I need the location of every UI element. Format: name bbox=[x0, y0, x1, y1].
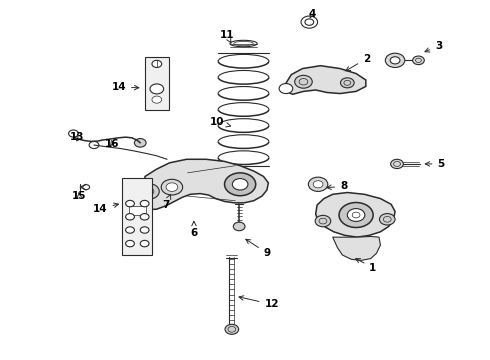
Text: 6: 6 bbox=[191, 221, 197, 238]
Circle shape bbox=[161, 179, 183, 195]
Ellipse shape bbox=[125, 201, 134, 207]
Text: 9: 9 bbox=[246, 239, 270, 258]
Circle shape bbox=[347, 208, 365, 221]
Text: 11: 11 bbox=[220, 30, 234, 43]
Text: 2: 2 bbox=[346, 54, 370, 71]
Text: 14: 14 bbox=[93, 203, 119, 213]
Ellipse shape bbox=[140, 227, 149, 233]
Circle shape bbox=[313, 181, 323, 188]
Polygon shape bbox=[138, 159, 269, 209]
Circle shape bbox=[391, 159, 403, 168]
Polygon shape bbox=[333, 237, 380, 260]
Text: 4: 4 bbox=[309, 9, 316, 19]
Polygon shape bbox=[316, 193, 395, 237]
Ellipse shape bbox=[125, 213, 134, 220]
Ellipse shape bbox=[140, 240, 149, 247]
Bar bbox=[129, 206, 146, 215]
Circle shape bbox=[339, 203, 373, 228]
Circle shape bbox=[152, 60, 162, 67]
Text: 12: 12 bbox=[239, 296, 279, 309]
Circle shape bbox=[233, 222, 245, 231]
Circle shape bbox=[413, 56, 424, 64]
Text: 3: 3 bbox=[425, 41, 442, 52]
Circle shape bbox=[225, 324, 239, 334]
Text: 14: 14 bbox=[112, 82, 139, 92]
Ellipse shape bbox=[125, 227, 134, 233]
Polygon shape bbox=[284, 66, 366, 94]
Bar bbox=[145, 58, 169, 111]
Circle shape bbox=[279, 84, 293, 94]
Circle shape bbox=[138, 184, 159, 199]
Ellipse shape bbox=[125, 240, 134, 247]
Bar bbox=[122, 178, 152, 255]
Text: 1: 1 bbox=[356, 258, 376, 273]
Circle shape bbox=[315, 215, 331, 227]
Circle shape bbox=[308, 177, 328, 192]
Circle shape bbox=[232, 179, 248, 190]
Circle shape bbox=[385, 53, 405, 67]
Ellipse shape bbox=[140, 201, 149, 207]
Circle shape bbox=[224, 173, 256, 196]
Text: 8: 8 bbox=[327, 181, 347, 192]
Circle shape bbox=[301, 16, 318, 28]
Circle shape bbox=[390, 57, 400, 64]
Ellipse shape bbox=[140, 213, 149, 220]
Circle shape bbox=[89, 141, 99, 149]
Text: 7: 7 bbox=[162, 194, 171, 210]
Circle shape bbox=[150, 84, 164, 94]
Circle shape bbox=[152, 96, 162, 103]
Circle shape bbox=[166, 183, 178, 192]
Text: 15: 15 bbox=[72, 191, 87, 201]
Text: 13: 13 bbox=[70, 132, 84, 142]
Circle shape bbox=[379, 213, 395, 225]
Circle shape bbox=[341, 78, 354, 88]
Text: 16: 16 bbox=[105, 139, 119, 149]
Text: 5: 5 bbox=[425, 159, 445, 169]
Circle shape bbox=[134, 139, 146, 147]
Text: 10: 10 bbox=[210, 117, 231, 127]
Circle shape bbox=[69, 130, 78, 137]
Circle shape bbox=[294, 75, 312, 88]
